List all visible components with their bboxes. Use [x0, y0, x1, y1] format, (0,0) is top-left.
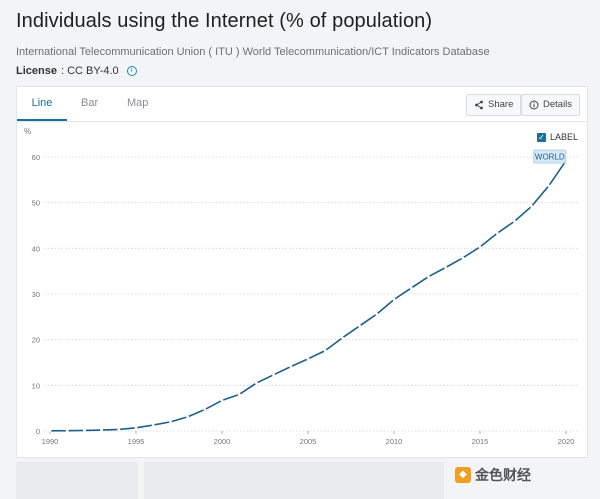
data-point [255, 381, 258, 385]
data-point [220, 399, 224, 402]
y-tick-label: 0 [36, 427, 40, 436]
series-line [49, 160, 567, 432]
info-icon[interactable]: i [126, 66, 137, 76]
legend-label: LABEL [550, 132, 579, 142]
annotation-box [533, 149, 567, 164]
page-title: Individuals using the Internet (% of pop… [16, 10, 433, 32]
tab-bar[interactable]: Bar [81, 97, 99, 109]
data-point [151, 423, 155, 427]
tab-map[interactable]: Map [127, 97, 149, 109]
x-tick-label: 2020 [558, 437, 575, 446]
data-point [237, 393, 241, 396]
data-point [203, 408, 207, 411]
x-tick-label: 1990 [42, 437, 59, 446]
tab-line[interactable]: Line [17, 87, 67, 121]
y-tick-label: 30 [32, 290, 40, 299]
data-point [272, 373, 275, 377]
annotation-label: WORLD [535, 152, 565, 161]
data-point [513, 219, 516, 223]
x-tick-label: 2005 [300, 437, 317, 446]
data-point [186, 415, 190, 419]
legend[interactable]: ✓ LABEL [537, 132, 578, 142]
data-point [547, 184, 551, 188]
license-value: : CC BY-4.0 [60, 65, 119, 77]
details-button[interactable]: Details [521, 94, 581, 116]
data-point [323, 349, 327, 353]
data-point [392, 298, 396, 301]
data-point [375, 312, 379, 316]
label-checkbox[interactable]: ✓ [537, 132, 546, 142]
license-label: License [16, 65, 57, 77]
license-line: License : CC BY-4.0 i [16, 65, 137, 77]
details-label: Details [543, 99, 573, 110]
share-button[interactable]: Share [466, 94, 522, 116]
x-tick-label: 2010 [386, 437, 403, 446]
data-point [169, 420, 172, 424]
y-tick-label: 20 [32, 336, 40, 345]
y-tick-label: 60 [32, 153, 40, 162]
data-point [100, 428, 103, 432]
data-point [341, 336, 344, 340]
x-tick-label: 1995 [128, 437, 145, 446]
source-text: International Telecommunication Union ( … [16, 46, 490, 58]
data-point [427, 275, 430, 279]
x-tick-label: 2000 [214, 437, 231, 446]
y-axis-label: % [24, 127, 31, 136]
data-point [444, 266, 447, 269]
details-icon [529, 100, 539, 110]
data-point [83, 429, 86, 432]
data-point [65, 429, 69, 433]
y-tick-label: 10 [32, 381, 40, 390]
share-icon [475, 100, 483, 110]
footer-strip [16, 462, 586, 499]
data-point [48, 429, 52, 433]
footer-block [16, 462, 138, 499]
footer-block [144, 462, 444, 499]
data-point [134, 426, 138, 430]
watermark-text: 金色财经 [475, 467, 531, 483]
watermark-logo-icon: ◆ [455, 467, 471, 483]
y-tick-label: 50 [32, 199, 40, 208]
data-point [495, 231, 499, 235]
data-point [117, 428, 121, 431]
watermark: ◆ 金色财经 [455, 465, 531, 485]
chart-card: Line Bar Map Share Details ✓ LABEL [16, 86, 588, 458]
line-chart: 0 10 20 30 40 50 60% 1990 1995 2000 2005 2010 2015 20… [24, 127, 578, 446]
chart-tabs: Line Bar Map [17, 87, 587, 122]
data-point [461, 256, 465, 260]
y-tick-label: 40 [32, 244, 40, 253]
data-point [358, 324, 361, 328]
data-point [306, 357, 310, 361]
data-point [409, 286, 413, 290]
data-point [289, 365, 293, 369]
share-label: Share [488, 99, 514, 110]
data-point [530, 204, 533, 208]
data-point [478, 245, 482, 249]
x-tick-label: 2015 [472, 437, 489, 446]
